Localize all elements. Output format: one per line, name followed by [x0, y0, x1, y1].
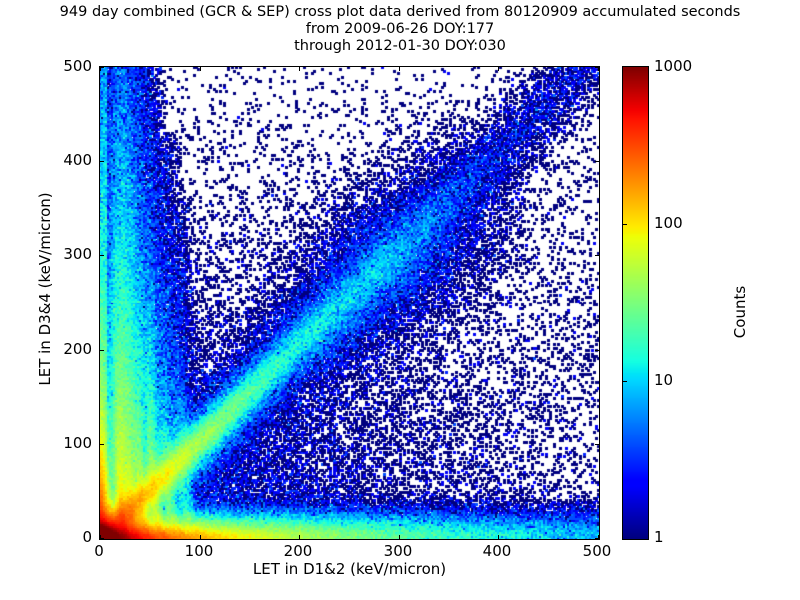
y-tick-right-0: [595, 538, 599, 539]
y-tick-0: [100, 538, 104, 539]
plot-area: [99, 66, 600, 540]
colorbar-tick-10: [623, 381, 627, 382]
x-tick-top-400: [498, 67, 499, 71]
x-tick-label-500: 500: [582, 542, 612, 560]
colorbar-tick-label-10: 10: [654, 371, 674, 389]
title-line-3: through 2012-01-30 DOY:030: [294, 38, 506, 55]
x-tick-top-200: [299, 67, 300, 71]
colorbar-tick-label-100: 100: [654, 214, 683, 232]
x-tick-label-0: 0: [94, 542, 104, 560]
y-tick-right-200: [595, 350, 599, 351]
colorbar-tick-100: [623, 224, 627, 225]
y-tick-label-500: 500: [63, 57, 92, 75]
x-tick-top-500: [598, 67, 599, 71]
x-tick-300: [399, 535, 400, 539]
y-tick-100: [100, 444, 104, 445]
figure-title: 949 day combined (GCR & SEP) cross plot …: [0, 4, 800, 55]
y-tick-right-300: [595, 255, 599, 256]
title-line-2: from 2009-06-26 DOY:177: [305, 21, 495, 38]
x-tick-top-0: [100, 67, 101, 71]
colorbar-tick-label-1000: 1000: [654, 57, 693, 75]
y-tick-right-100: [595, 444, 599, 445]
y-tick-right-500: [595, 67, 599, 68]
y-tick-label-300: 300: [63, 245, 92, 263]
x-tick-0: [100, 535, 101, 539]
y-tick-300: [100, 255, 104, 256]
x-tick-label-300: 300: [383, 542, 413, 560]
y-tick-200: [100, 350, 104, 351]
x-tick-top-100: [200, 67, 201, 71]
title-line-1: 949 day combined (GCR & SEP) cross plot …: [59, 4, 741, 20]
y-tick-label-0: 0: [82, 528, 92, 546]
x-tick-label-100: 100: [184, 542, 214, 560]
y-tick-500: [100, 67, 104, 68]
x-tick-100: [200, 535, 201, 539]
x-tick-200: [299, 535, 300, 539]
density-heatmap: [100, 67, 599, 539]
colorbar-label: Counts: [731, 285, 749, 339]
y-tick-400: [100, 161, 104, 162]
x-tick-label-400: 400: [482, 542, 512, 560]
x-axis-label: LET in D1&2 (keV/micron): [252, 560, 447, 578]
colorbar-gradient: [623, 67, 648, 539]
y-tick-right-400: [595, 161, 599, 162]
y-axis-label: LET in D3&4 (keV/micron): [36, 192, 54, 386]
x-tick-top-300: [399, 67, 400, 71]
y-tick-label-400: 400: [63, 151, 92, 169]
y-tick-label-200: 200: [63, 340, 92, 358]
colorbar: [622, 66, 649, 540]
x-tick-500: [598, 535, 599, 539]
x-tick-label-200: 200: [283, 542, 313, 560]
colorbar-tick-label-1: 1: [654, 528, 664, 546]
x-tick-400: [498, 535, 499, 539]
y-tick-label-100: 100: [63, 434, 92, 452]
